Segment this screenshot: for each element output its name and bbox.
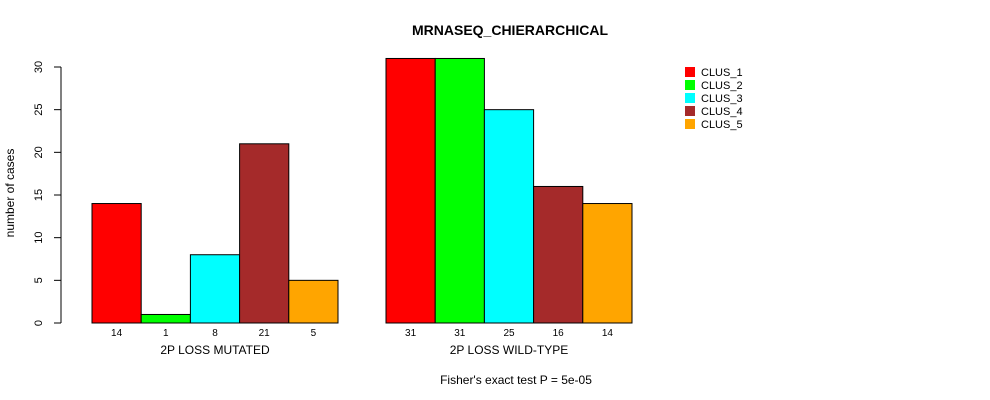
y-tick-label: 5: [33, 277, 45, 283]
bar-count-label: 31: [454, 328, 466, 339]
legend-label: CLUS_5: [701, 119, 743, 131]
bar-count-label: 14: [602, 328, 614, 339]
bar-count-label: 25: [503, 328, 515, 339]
legend-swatch: [685, 93, 695, 103]
legend-label: CLUS_4: [701, 106, 743, 118]
bar: [189, 254, 241, 324]
bar: [582, 203, 633, 324]
bar-count-label: 31: [405, 328, 417, 339]
legend-swatch: [685, 80, 695, 90]
legend-swatch: [685, 106, 695, 116]
y-tick-label: 10: [33, 232, 45, 244]
bar-count-label: 8: [212, 328, 218, 339]
y-axis: 0 5 10 15 20 25 30: [33, 61, 62, 326]
legend-swatch: [685, 119, 695, 129]
legend-swatch: [685, 67, 695, 77]
group-label: 2P LOSS MUTATED: [160, 343, 270, 357]
y-tick-label: 25: [33, 104, 45, 116]
bar-count-label: 14: [111, 328, 123, 339]
footnote: Fisher's exact test P = 5e-05: [440, 373, 592, 387]
legend-label: CLUS_2: [701, 80, 743, 92]
bar: [434, 57, 485, 324]
y-tick-label: 20: [33, 146, 45, 158]
bar: [533, 185, 584, 324]
legend-label: CLUS_3: [701, 93, 743, 105]
bar: [239, 143, 290, 324]
bar: [385, 57, 436, 324]
bar-count-label: 1: [163, 328, 169, 339]
y-tick-label: 15: [33, 189, 45, 201]
bar-count-label: 5: [311, 328, 317, 339]
bar-count-label: 21: [259, 328, 271, 339]
bar: [483, 109, 535, 324]
bar-count-label: 16: [553, 328, 565, 339]
bar: [288, 279, 339, 324]
y-axis-label: number of cases: [3, 149, 17, 238]
bar: [140, 313, 191, 324]
legend-label: CLUS_1: [701, 67, 743, 79]
bar: [91, 203, 142, 324]
chart-title: MRNASEQ_CHIERARCHICAL: [412, 22, 608, 38]
y-tick-label: 30: [33, 61, 45, 73]
group-label: 2P LOSS WILD-TYPE: [450, 343, 568, 357]
bars: 14 1 8 21 5 2P LOSS MUTATED 31 31 25 16 14 2P LOSS …: [91, 57, 633, 357]
y-tick-label: 0: [33, 320, 45, 326]
